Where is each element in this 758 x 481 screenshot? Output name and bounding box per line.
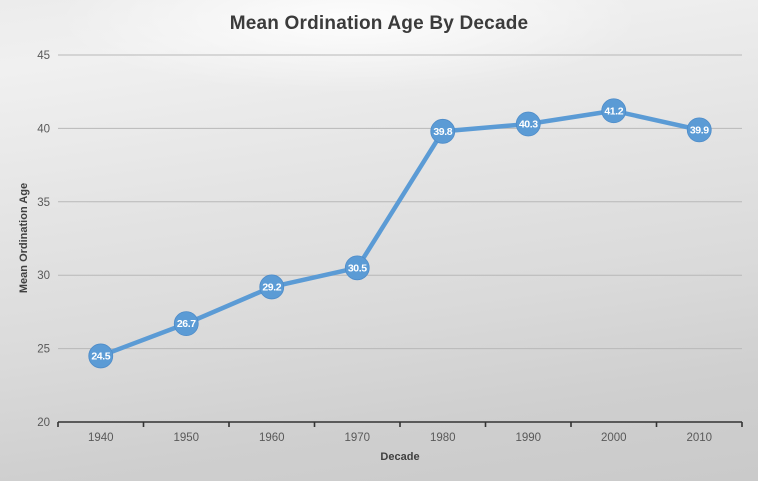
data-point-marker[interactable] [515,111,541,137]
data-point-label: 39.8 [433,126,452,138]
x-tick-label: 1990 [515,432,541,444]
data-point-marker[interactable] [344,255,370,281]
x-tick-label: 2010 [686,432,712,444]
data-point-marker[interactable] [88,343,114,369]
data-point-label: 39.9 [690,124,709,136]
y-tick-label: 45 [37,50,50,62]
y-tick-label: 25 [37,344,50,356]
y-tick-label: 35 [37,197,50,209]
data-point-label: 24.5 [91,351,110,363]
data-point-label: 41.2 [604,105,623,117]
y-tick-label: 30 [37,270,50,282]
data-point-marker[interactable] [601,98,627,124]
x-tick-label: 1980 [430,432,456,444]
y-tick-label: 40 [37,123,50,135]
series-line[interactable] [98,108,702,359]
data-point-label: 26.7 [177,318,196,330]
x-axis-title: Decade [380,451,420,463]
data-point-label: 40.3 [519,119,538,131]
data-point-label: 29.2 [262,282,281,294]
x-tick-label: 2000 [601,432,627,444]
data-point-label: 30.5 [348,262,367,274]
data-point-marker[interactable] [686,117,712,143]
data-point-marker[interactable] [173,311,199,337]
x-tick-label: 1950 [173,432,199,444]
x-tick-label: 1960 [259,432,285,444]
y-tick-label: 20 [37,417,50,429]
data-point-marker[interactable] [259,274,285,300]
x-tick-label: 1970 [344,432,370,444]
data-point-marker[interactable] [430,118,456,144]
x-tick-label: 1940 [88,432,114,444]
chart-title: Mean Ordination Age By Decade [229,13,529,34]
